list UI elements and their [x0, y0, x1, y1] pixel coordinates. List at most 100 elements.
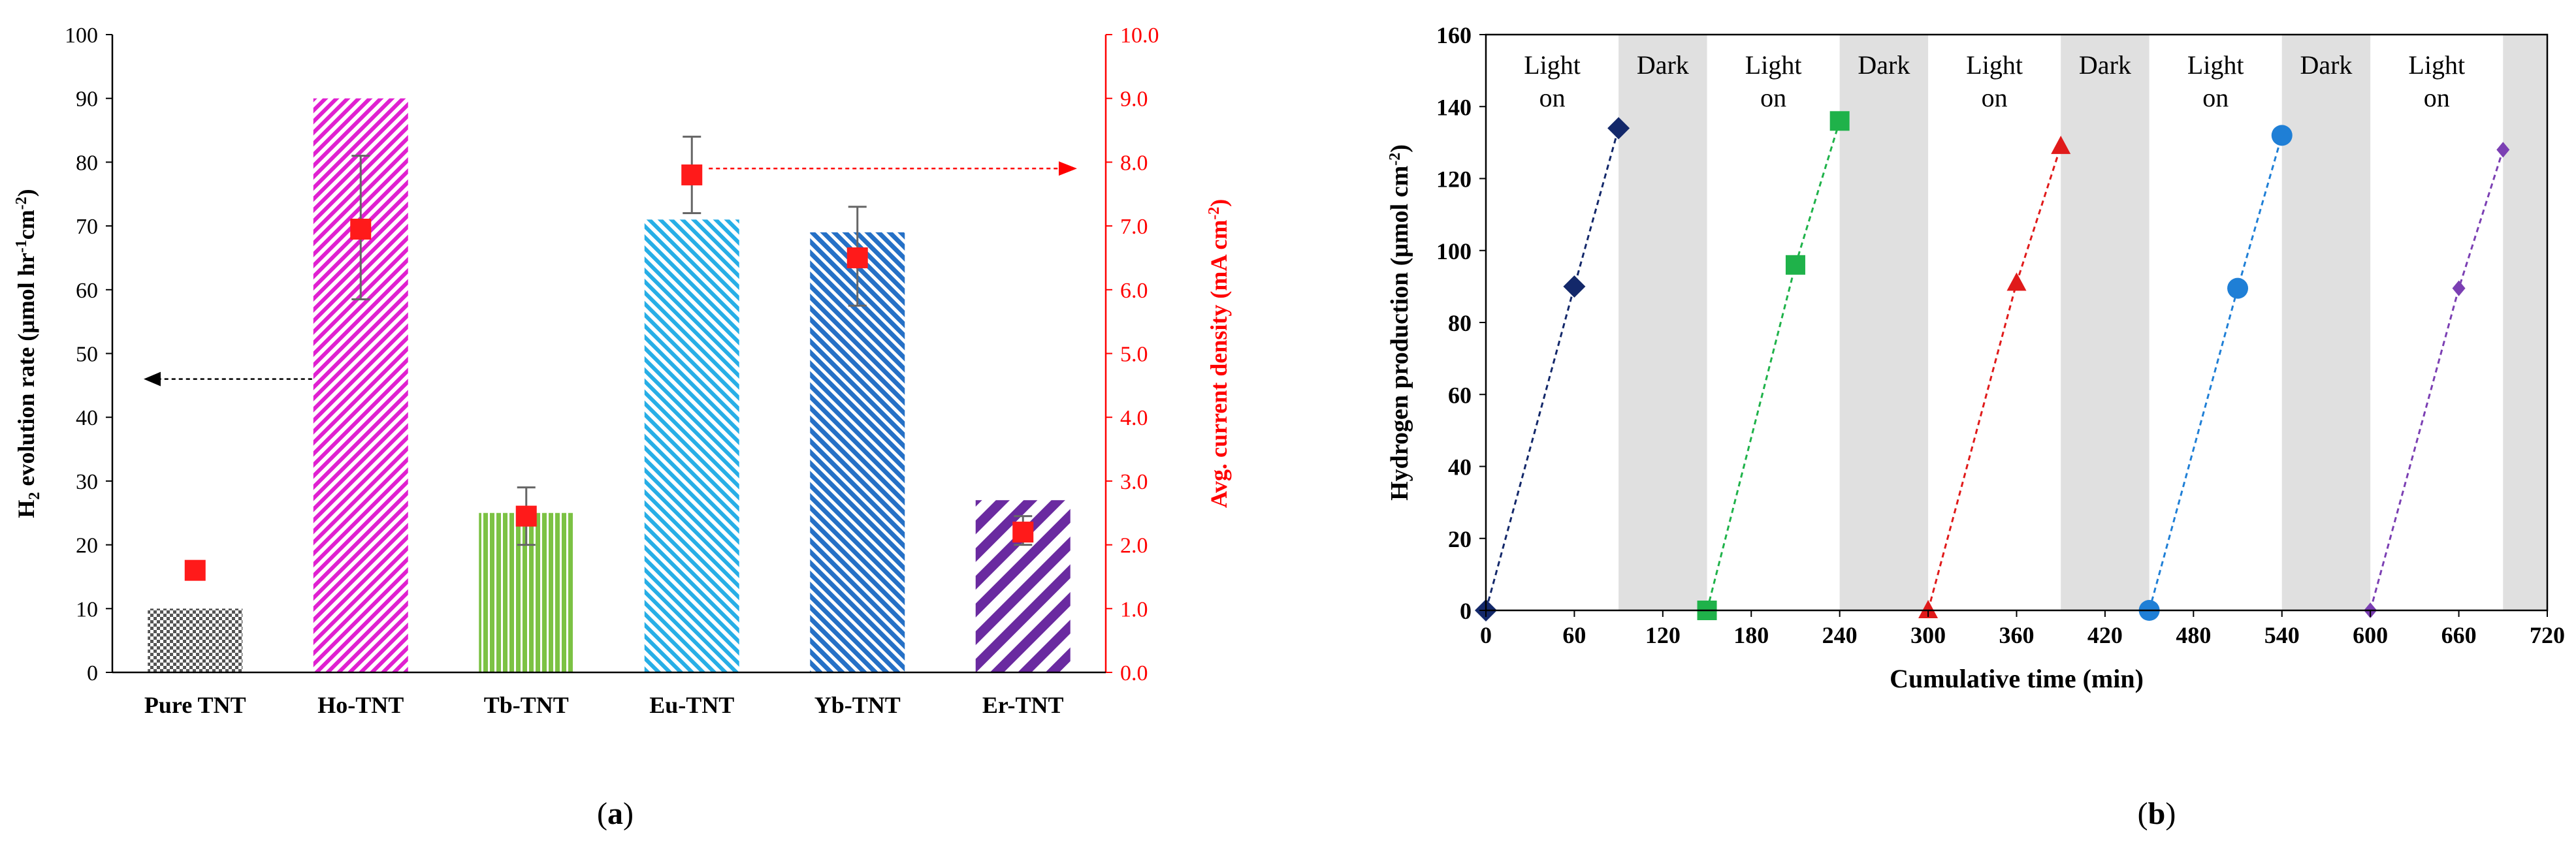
chart-a-category-label: Yb-TNT [814, 692, 901, 718]
chart-b-y-tick-label: 120 [1436, 166, 1472, 193]
chart-b-y-tick-label: 80 [1448, 310, 1472, 336]
chart-b-dark-periods [1618, 35, 2547, 610]
chart-a-left-tick-label: 50 [76, 343, 98, 367]
series-point-tb-tnt [1918, 600, 1939, 618]
bar-eu-tnt [644, 219, 739, 673]
dark-period-1 [1839, 35, 1929, 610]
annotation-light-on: Light on [1966, 50, 2023, 112]
chart-b-x-tick-label: 120 [1645, 622, 1681, 648]
series-point-tb-tnt [2006, 272, 2027, 291]
annotation-dark: Dark [2079, 50, 2131, 80]
chart-b-x-tick-label: 60 [1562, 622, 1586, 648]
dark-period-2 [2061, 35, 2149, 610]
chart-b-axes: 0 60 120 180 240 300 360 420 480 540 600 660 720 0 20 4… [1436, 22, 2565, 648]
series-point-tb-tnt [2051, 135, 2071, 154]
marker-current-density-5 [1012, 522, 1034, 543]
arrow-head-right [1059, 161, 1077, 176]
annotation-dark: Dark [1858, 50, 1910, 80]
chart-a-category-label: Eu-TNT [649, 692, 734, 718]
chart-b-xlabel: Cumulative time (min) [1890, 664, 2144, 693]
dark-period-0 [1618, 35, 1707, 610]
chart-a-left-tick-label: 80 [76, 151, 98, 175]
chart-a-right-tick-label: 3.0 [1120, 470, 1148, 494]
chart-a-ylabel-right: Avg. current density (mA cm-2) [1206, 199, 1232, 509]
chart-a-current-density-markers [184, 164, 1034, 581]
panel-label-b: (b) [2138, 796, 2176, 831]
annotation-dark: Dark [2300, 50, 2352, 80]
series-line-eu-tnt [2148, 134, 2283, 611]
dark-period-4 [2503, 35, 2547, 610]
chart-a-right-tick-label: 10.0 [1120, 24, 1159, 48]
annotation-light-on: Light on [2408, 50, 2465, 112]
series-point-yb-tnt [2452, 280, 2466, 296]
chart-b-x-tick-label: 360 [1999, 622, 2035, 648]
chart-a-category-label: Pure TNT [144, 692, 246, 718]
bar-pure-tnt [148, 608, 243, 672]
chart-b-y-tick-label: 160 [1436, 22, 1472, 48]
chart-a-category-label: Ho-TNT [317, 692, 404, 718]
chart-a-axis-arrows [144, 161, 1077, 386]
chart-b-line-chart: Light on Dark Light on Dark Light on Dark Light on… [1386, 22, 2565, 831]
series-point-pure-tnt [1563, 275, 1586, 298]
chart-b-y-tick-label: 60 [1448, 382, 1472, 408]
chart-b-x-tick-label: 600 [2353, 622, 2388, 648]
series-line-tb-tnt [1927, 146, 2062, 611]
chart-a-right-tick-label: 2.0 [1120, 534, 1148, 558]
chart-a-left-tick-label: 20 [76, 534, 98, 558]
chart-a-left-tick-label: 0 [87, 661, 98, 685]
series-point-ho-tnt [1785, 255, 1805, 275]
chart-a-left-tick-label: 70 [76, 215, 98, 239]
chart-a-left-tick-label: 60 [76, 279, 98, 303]
annotation-light-on: Light on [2187, 50, 2244, 112]
chart-a-right-tick-label: 6.0 [1120, 279, 1148, 303]
chart-a-ylabel-left: H2 evolution rate (μmol hr-1cm-2) [13, 189, 43, 518]
chart-b-y-tick-label: 0 [1460, 598, 1472, 624]
annotation-light-on: Light on [1524, 50, 1581, 112]
series-line-pure-tnt [1485, 127, 1620, 611]
marker-current-density-1 [350, 218, 372, 240]
marker-current-density-0 [184, 559, 206, 581]
panel-label-a: (a) [597, 796, 634, 831]
series-point-yb-tnt [2496, 142, 2510, 158]
series-point-pure-tnt [1607, 117, 1630, 140]
chart-a-right-tick-label: 1.0 [1120, 597, 1148, 621]
chart-b-x-tick-label: 540 [2264, 622, 2300, 648]
marker-current-density-4 [846, 247, 868, 268]
chart-a-category-label: Tb-TNT [484, 692, 569, 718]
chart-a-bars [148, 98, 1071, 673]
dark-period-3 [2281, 35, 2371, 610]
chart-b-x-tick-label: 240 [1822, 622, 1858, 648]
chart-a-right-tick-label: 4.0 [1120, 406, 1148, 430]
chart-a-bar-chart: 0 10 20 30 40 50 60 70 80 90 100 0.0 1.0 2.0 3.0 4.0 5.0… [13, 24, 1232, 831]
series-point-eu-tnt [2271, 125, 2293, 146]
chart-b-x-tick-label: 660 [2441, 622, 2477, 648]
chart-b-x-tick-label: 180 [1733, 622, 1769, 648]
chart-a-left-tick-label: 100 [65, 24, 98, 48]
chart-b-y-tick-label: 100 [1436, 238, 1472, 264]
series-line-ho-tnt [1706, 120, 1841, 611]
chart-a-right-tick-label: 7.0 [1120, 215, 1148, 239]
marker-current-density-2 [515, 505, 537, 527]
chart-a-left-tick-label: 10 [76, 597, 98, 621]
series-point-eu-tnt [2227, 277, 2249, 299]
chart-a-category-label: Er-TNT [982, 692, 1064, 718]
annotation-dark: Dark [1637, 50, 1689, 80]
chart-a-right-tick-label: 8.0 [1120, 151, 1148, 175]
series-line-yb-tnt [2369, 149, 2504, 611]
chart-a-right-tick-label: 5.0 [1120, 343, 1148, 367]
chart-a-axes: 0 10 20 30 40 50 60 70 80 90 100 0.0 1.0 2.0 3.0 4.0 5.0… [65, 24, 1159, 718]
chart-a-left-tick-label: 90 [76, 87, 98, 112]
chart-b-y-tick-label: 140 [1436, 94, 1472, 120]
chart-b-x-tick-label: 720 [2530, 622, 2565, 648]
annotation-light-on: Light on [1745, 50, 1802, 112]
chart-a-right-tick-label: 9.0 [1120, 87, 1148, 112]
chart-a-left-tick-label: 30 [76, 470, 98, 494]
chart-b-y-tick-label: 20 [1448, 526, 1472, 552]
series-point-ho-tnt [1829, 111, 1850, 131]
chart-b-y-tick-label: 40 [1448, 454, 1472, 480]
chart-b-x-tick-label: 300 [1910, 622, 1946, 648]
chart-a-right-tick-label: 0.0 [1120, 661, 1148, 685]
marker-current-density-3 [681, 164, 703, 185]
chart-b-x-tick-label: 0 [1480, 622, 1492, 648]
